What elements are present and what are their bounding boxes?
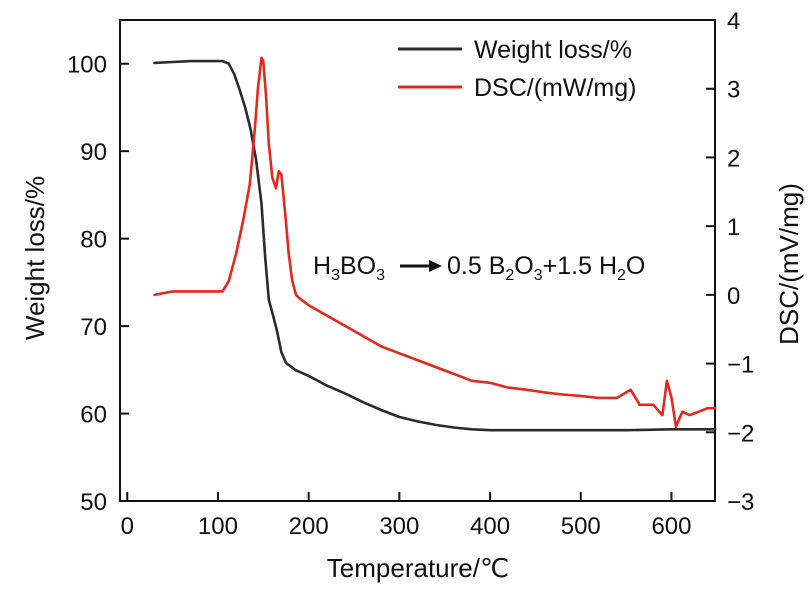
x-tick-label: 300 <box>379 513 419 540</box>
x-tick-label: 0 <box>121 513 134 540</box>
reaction-arrowhead <box>429 260 442 272</box>
x-tick-label: 100 <box>198 513 238 540</box>
left-y-tick-label: 60 <box>80 402 107 429</box>
right-y-tick-label: −1 <box>727 352 754 379</box>
reaction-products: 0.5 B2O3+1.5 H2O <box>447 252 645 284</box>
right-y-tick-label: 3 <box>727 77 740 104</box>
right-y-tick-label: −3 <box>727 489 754 516</box>
x-tick-label: 200 <box>289 513 329 540</box>
reaction-reactant: H3BO3 <box>313 252 385 284</box>
right-y-tick-label: 0 <box>727 283 740 310</box>
left-y-axis-ticks: 50 60 70 80 90 100 <box>67 52 129 516</box>
legend: Weight loss/% DSC/(mW/mg) <box>398 36 636 102</box>
legend-label-dsc: DSC/(mW/mg) <box>474 74 636 102</box>
left-y-axis-title: Weight loss/% <box>20 176 50 340</box>
plot-frame <box>119 19 716 502</box>
left-y-tick-label: 70 <box>80 314 107 341</box>
x-tick-label: 400 <box>470 513 510 540</box>
right-y-tick-label: −2 <box>727 420 754 447</box>
x-axis-title: Temperature/℃ <box>327 553 509 583</box>
legend-label-weight-loss: Weight loss/% <box>474 36 632 64</box>
right-y-tick-label: 4 <box>727 8 740 35</box>
right-y-tick-label: 2 <box>727 145 740 172</box>
series-line-weight-loss <box>153 59 717 432</box>
series-line-dsc-mw-mg <box>153 56 717 429</box>
x-tick-label: 600 <box>651 513 691 540</box>
reaction-annotation: H3BO3 0.5 B2O3+1.5 H2O <box>313 252 645 284</box>
left-y-tick-label: 90 <box>80 139 107 166</box>
left-y-tick-label: 80 <box>80 227 107 254</box>
x-axis-ticks: 0 100 200 300 400 500 600 <box>121 492 691 540</box>
right-y-tick-label: 1 <box>727 214 740 241</box>
right-y-axis-ticks: −3 −2 −1 0 1 2 3 4 <box>706 8 754 516</box>
left-y-tick-label: 50 <box>80 489 107 516</box>
left-y-tick-label: 100 <box>67 52 107 79</box>
right-y-axis-title: DSC/(mV/mg) <box>774 183 804 345</box>
series-layer <box>153 56 717 432</box>
x-tick-label: 500 <box>561 513 601 540</box>
